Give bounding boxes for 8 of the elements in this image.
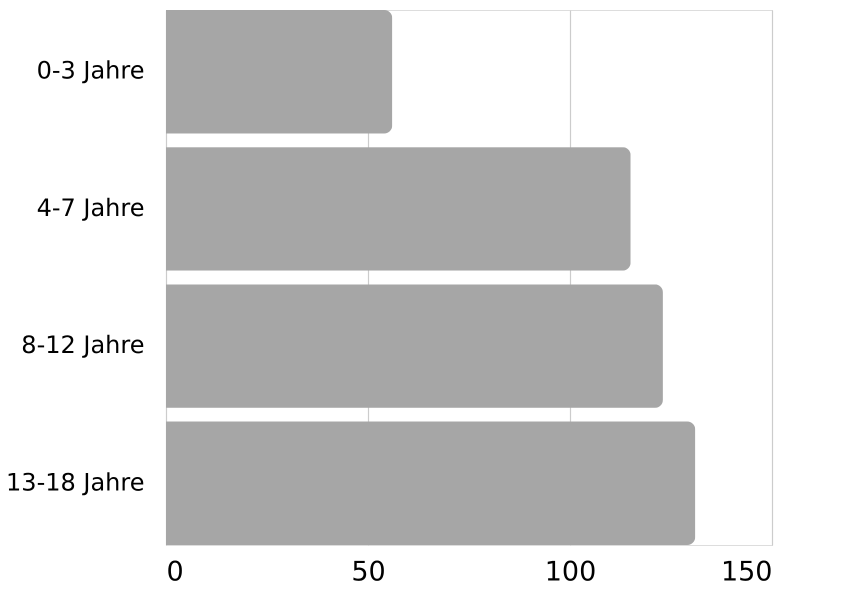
y-tick-label: 13-18 Jahre: [6, 468, 144, 496]
y-tick-label: 0-3 Jahre: [36, 56, 144, 85]
y-tick-label: 4-7 Jahre: [36, 194, 144, 222]
x-tick-label: 150: [720, 556, 772, 588]
y-tick-label: 8-12 Jahre: [21, 331, 144, 360]
x-tick-label: 0: [166, 556, 184, 588]
x-tick-label: 50: [351, 556, 386, 588]
x-tick-label: 100: [544, 556, 596, 588]
